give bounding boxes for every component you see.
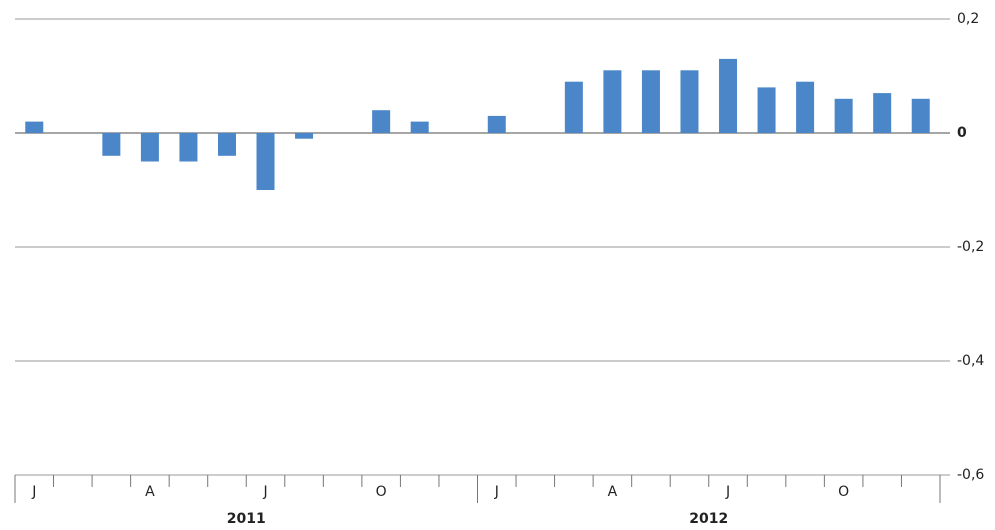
bar <box>179 133 198 162</box>
bar <box>487 115 506 133</box>
y-tick-label: -0,4 <box>957 353 984 369</box>
x-tick-label: J <box>31 484 36 500</box>
bar <box>295 133 314 139</box>
bar <box>410 121 429 133</box>
x-tick-label: J <box>725 484 730 500</box>
bar <box>641 70 660 133</box>
y-tick-label: 0 <box>957 125 967 141</box>
x-tick-label: A <box>145 484 155 500</box>
bar <box>256 133 275 190</box>
bar <box>834 98 853 133</box>
bar <box>719 58 738 133</box>
x-tick-label: J <box>494 484 499 500</box>
bar <box>603 70 622 133</box>
bar <box>911 98 930 133</box>
bar <box>757 87 776 133</box>
year-label: 2011 <box>227 511 266 527</box>
bar <box>140 133 159 162</box>
x-tick-label: J <box>262 484 267 500</box>
bar <box>680 70 699 133</box>
bar <box>796 81 815 133</box>
bar <box>372 110 391 133</box>
bar <box>564 81 583 133</box>
x-tick-label: A <box>608 484 618 500</box>
x-tick-label: O <box>838 484 849 500</box>
y-tick-label: 0,2 <box>957 11 979 27</box>
x-tick-label: O <box>376 484 387 500</box>
year-label: 2012 <box>689 511 728 527</box>
bar <box>217 133 236 156</box>
y-tick-label: -0,6 <box>957 467 984 483</box>
bar <box>102 133 121 156</box>
bar <box>873 93 892 133</box>
y-tick-label: -0,2 <box>957 239 984 255</box>
bar <box>25 121 44 133</box>
